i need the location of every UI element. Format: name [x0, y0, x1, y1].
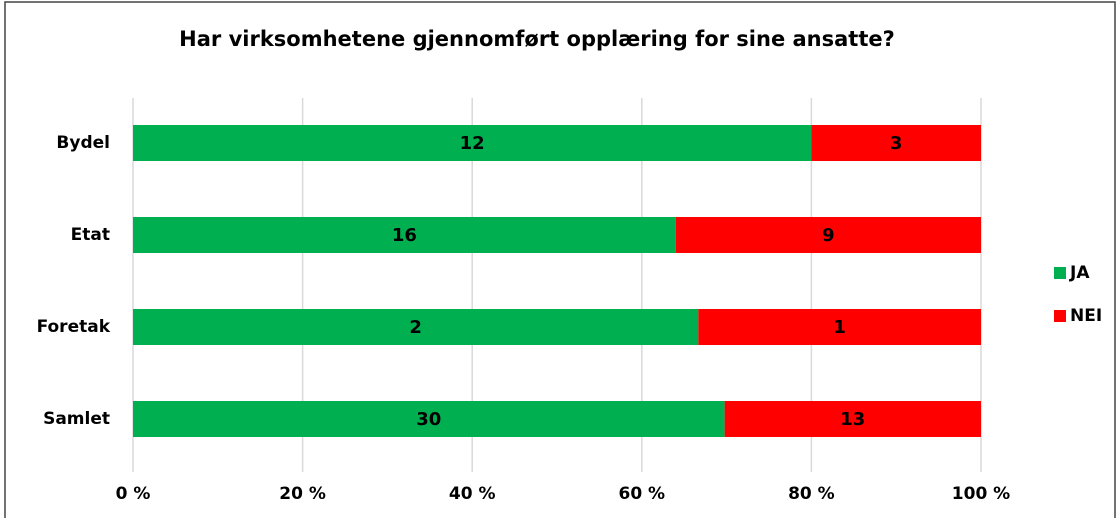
- legend-swatch: [1054, 310, 1066, 322]
- x-tick-label: 60 %: [618, 484, 665, 504]
- x-tick-label: 80 %: [788, 484, 835, 504]
- legend-swatch: [1054, 267, 1066, 279]
- legend-label: JA: [1069, 263, 1090, 283]
- bars: [133, 125, 981, 437]
- legend-label: NEI: [1070, 306, 1102, 326]
- bar-segment: [133, 309, 699, 345]
- bar-segment: [675, 217, 981, 253]
- x-tick-label: 40 %: [449, 484, 496, 504]
- bar-segment: [811, 125, 981, 161]
- data-label: 12: [460, 133, 485, 154]
- bar-segment: [133, 401, 725, 437]
- data-label: 30: [416, 409, 441, 430]
- chart-frame: [4, 1, 1116, 518]
- bar-segment: [133, 125, 812, 161]
- data-label: 3: [890, 133, 903, 154]
- bar-segment: [698, 309, 981, 345]
- data-label: 1: [833, 317, 846, 338]
- x-tick-label: 0 %: [116, 484, 151, 504]
- data-label: 13: [840, 409, 865, 430]
- bar-segment: [133, 217, 676, 253]
- y-tick-label: Bydel: [56, 133, 110, 153]
- y-tick-label: Samlet: [43, 409, 110, 429]
- bar-segment: [724, 401, 981, 437]
- x-tick-label: 100 %: [952, 484, 1010, 504]
- chart-title: Har virksomhetene gjennomført opplæring …: [179, 27, 895, 51]
- y-tick-label: Etat: [71, 225, 110, 245]
- data-label: 2: [409, 317, 422, 338]
- data-label: 16: [392, 225, 417, 246]
- x-tick-label: 20 %: [279, 484, 326, 504]
- data-label: 9: [822, 225, 835, 246]
- y-tick-label: Foretak: [37, 317, 111, 337]
